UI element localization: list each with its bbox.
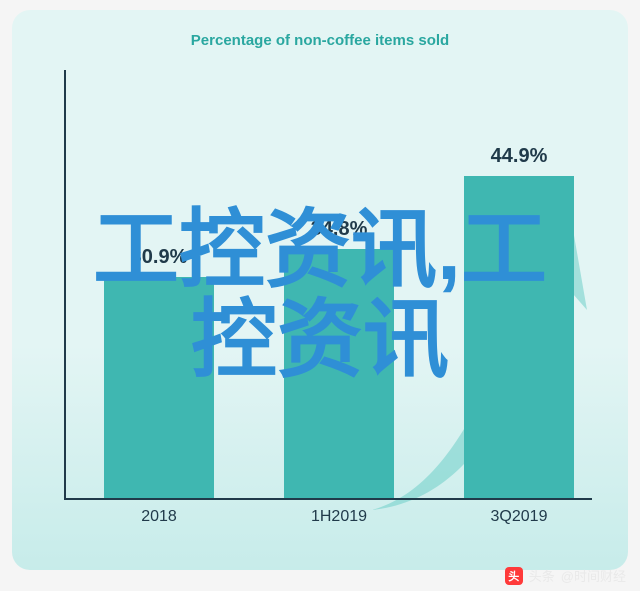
chart-title: Percentage of non-coffee items sold (12, 32, 628, 49)
bar-label-2018: 30.9% (99, 246, 219, 269)
footer-handle: @时间财经 (561, 566, 626, 585)
plot-area: 30.9% 34.8% 44.9% (64, 70, 592, 500)
bar-3q2019 (464, 176, 574, 498)
bar-label-3q2019: 44.9% (459, 145, 579, 168)
bar-2018 (104, 277, 214, 498)
chart-card: Percentage of non-coffee items sold 30.9… (12, 10, 628, 570)
x-label-3q2019: 3Q2019 (449, 508, 589, 526)
toutiao-logo-icon: 头 (505, 567, 523, 585)
footer-label: 头条 (529, 566, 555, 585)
x-label-2018: 2018 (89, 508, 229, 526)
footer-attribution: 头 头条 @时间财经 (505, 566, 626, 585)
x-axis (64, 498, 592, 500)
bar-label-1h2019: 34.8% (279, 218, 399, 241)
y-axis (64, 70, 66, 500)
bar-1h2019 (284, 249, 394, 498)
x-label-1h2019: 1H2019 (269, 508, 409, 526)
